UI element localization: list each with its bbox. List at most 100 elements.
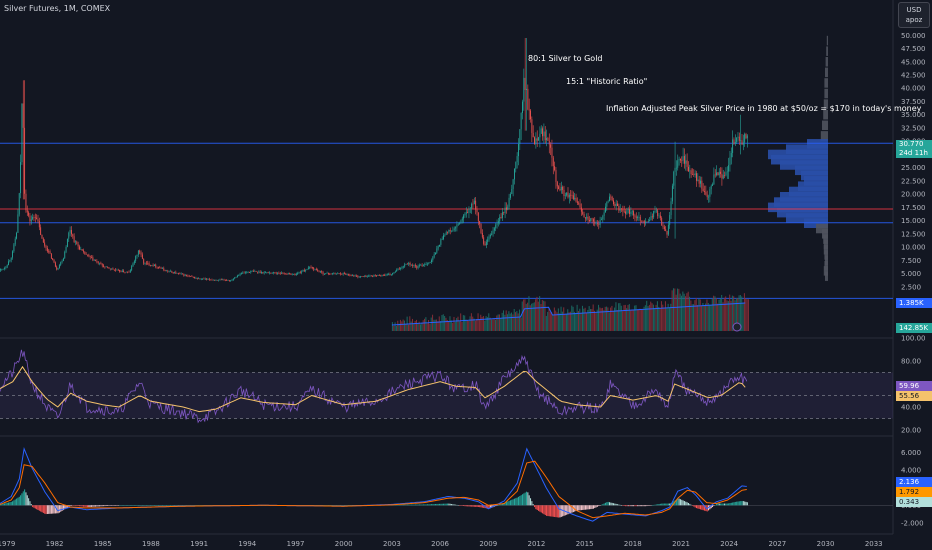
macd-histogram-bar bbox=[704, 505, 706, 511]
macd-histogram-bar bbox=[734, 501, 736, 506]
rsi-tick-label: 100.00 bbox=[901, 335, 926, 343]
macd-histogram-bar bbox=[617, 504, 619, 506]
candle-body bbox=[382, 274, 384, 276]
macd-histogram-bar bbox=[54, 505, 56, 514]
volume-bar bbox=[568, 312, 570, 331]
candle-body bbox=[187, 275, 189, 277]
volume-bar bbox=[490, 319, 492, 331]
volume-bar bbox=[410, 321, 412, 331]
macd-histogram-bar bbox=[103, 505, 105, 507]
macd-histogram-bar bbox=[91, 505, 93, 507]
macd-histogram-bar bbox=[657, 504, 659, 506]
macd-histogram-bar bbox=[173, 505, 176, 506]
candle-body bbox=[447, 232, 448, 233]
candle-body bbox=[467, 212, 469, 213]
macd-histogram-bar bbox=[495, 505, 497, 507]
volume-bar bbox=[664, 301, 666, 331]
macd-histogram-bar bbox=[619, 504, 621, 506]
macd-histogram-bar bbox=[560, 505, 562, 517]
macd-histogram-bar bbox=[702, 505, 704, 511]
candle-body bbox=[706, 194, 708, 198]
candle-body bbox=[50, 253, 52, 259]
volume-bar bbox=[508, 311, 510, 331]
volume-bar bbox=[580, 312, 582, 331]
volume-bar bbox=[693, 304, 695, 331]
candle-body bbox=[89, 255, 91, 258]
candle-body bbox=[160, 268, 162, 269]
volume-bar bbox=[575, 313, 577, 331]
macd-histogram-bar bbox=[512, 499, 514, 506]
candle-body bbox=[578, 202, 580, 204]
candle-body bbox=[198, 278, 200, 280]
candle-body bbox=[622, 209, 624, 212]
volume-bar bbox=[456, 318, 458, 331]
macd-histogram-bar bbox=[686, 502, 688, 506]
volume-bar bbox=[710, 305, 712, 331]
candle-body bbox=[543, 131, 545, 137]
volume-bar bbox=[497, 314, 499, 331]
candle-body bbox=[49, 251, 51, 254]
candle-body bbox=[548, 140, 550, 145]
macd-histogram-bar bbox=[610, 502, 612, 506]
candle-body bbox=[373, 275, 375, 277]
macd-histogram-bar bbox=[62, 505, 64, 511]
candle-body bbox=[592, 219, 594, 222]
volume-bar bbox=[523, 299, 525, 331]
volume-profile-bin bbox=[798, 181, 828, 191]
candle-body bbox=[566, 192, 568, 196]
volume-bar bbox=[492, 319, 494, 331]
candle-body bbox=[492, 230, 494, 234]
volume-bar bbox=[466, 320, 468, 331]
candle-body bbox=[219, 279, 221, 281]
rsi-ma-line bbox=[0, 365, 746, 413]
candle-body bbox=[596, 223, 598, 224]
volume-bar bbox=[512, 314, 514, 331]
volume-bar bbox=[639, 308, 641, 331]
volume-bar bbox=[698, 298, 700, 331]
volume-bar bbox=[607, 307, 609, 331]
volume-bar bbox=[667, 303, 669, 331]
macd-histogram-bar bbox=[1, 504, 3, 506]
macd-histogram-bar bbox=[456, 504, 458, 506]
macd-histogram-bar bbox=[615, 503, 617, 506]
candle-body bbox=[257, 271, 258, 273]
macd-histogram-bar bbox=[34, 505, 36, 509]
volume-bar bbox=[391, 322, 393, 331]
volume-bar bbox=[470, 313, 472, 331]
candle-body bbox=[576, 201, 578, 203]
candle-body bbox=[306, 269, 308, 271]
candle-body bbox=[286, 274, 288, 275]
volume-bar bbox=[560, 306, 562, 331]
macd-histogram-bar bbox=[586, 505, 588, 510]
volume-profile-bin bbox=[768, 149, 828, 160]
time-tick-label: 2024 bbox=[720, 540, 738, 548]
candle-body bbox=[68, 232, 70, 239]
candle-body bbox=[305, 269, 307, 271]
candle-body bbox=[326, 272, 328, 274]
volume-bar bbox=[564, 314, 566, 331]
macd-histogram-bar bbox=[572, 505, 574, 513]
candle-body bbox=[575, 197, 577, 202]
macd-histogram-bar bbox=[117, 505, 119, 506]
volume-bar bbox=[619, 303, 621, 331]
volume-bar bbox=[730, 300, 732, 331]
candle-body bbox=[546, 138, 548, 141]
price-tick-label: 2.500 bbox=[901, 283, 921, 291]
time-tick-label: 1991 bbox=[190, 540, 208, 548]
currency-box[interactable]: USD apoz bbox=[898, 2, 930, 28]
time-tick-label: 2006 bbox=[431, 540, 449, 548]
macd-histogram-bar bbox=[576, 505, 578, 511]
macd-histogram-bar bbox=[169, 505, 172, 506]
macd-histogram-bar bbox=[681, 499, 683, 506]
volume-bar bbox=[461, 322, 463, 331]
candle-body bbox=[685, 160, 687, 164]
volume-profile-bin bbox=[823, 109, 828, 120]
volume-profile-bin bbox=[777, 207, 828, 218]
macd-histogram-bar bbox=[345, 505, 347, 506]
candle-body bbox=[583, 214, 585, 218]
macd-histogram-bar bbox=[157, 505, 159, 506]
volume-bar bbox=[656, 301, 658, 331]
candle-body bbox=[5, 267, 7, 269]
